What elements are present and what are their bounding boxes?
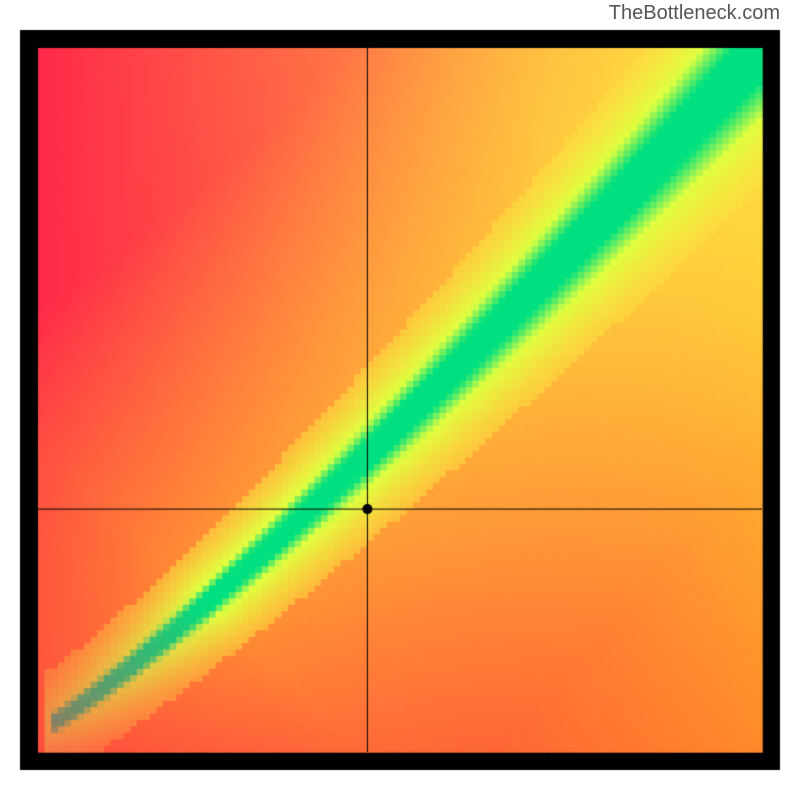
watermark-text: TheBottleneck.com <box>609 2 780 25</box>
chart-container: TheBottleneck.com <box>0 0 800 800</box>
heatmap-canvas <box>0 0 800 800</box>
